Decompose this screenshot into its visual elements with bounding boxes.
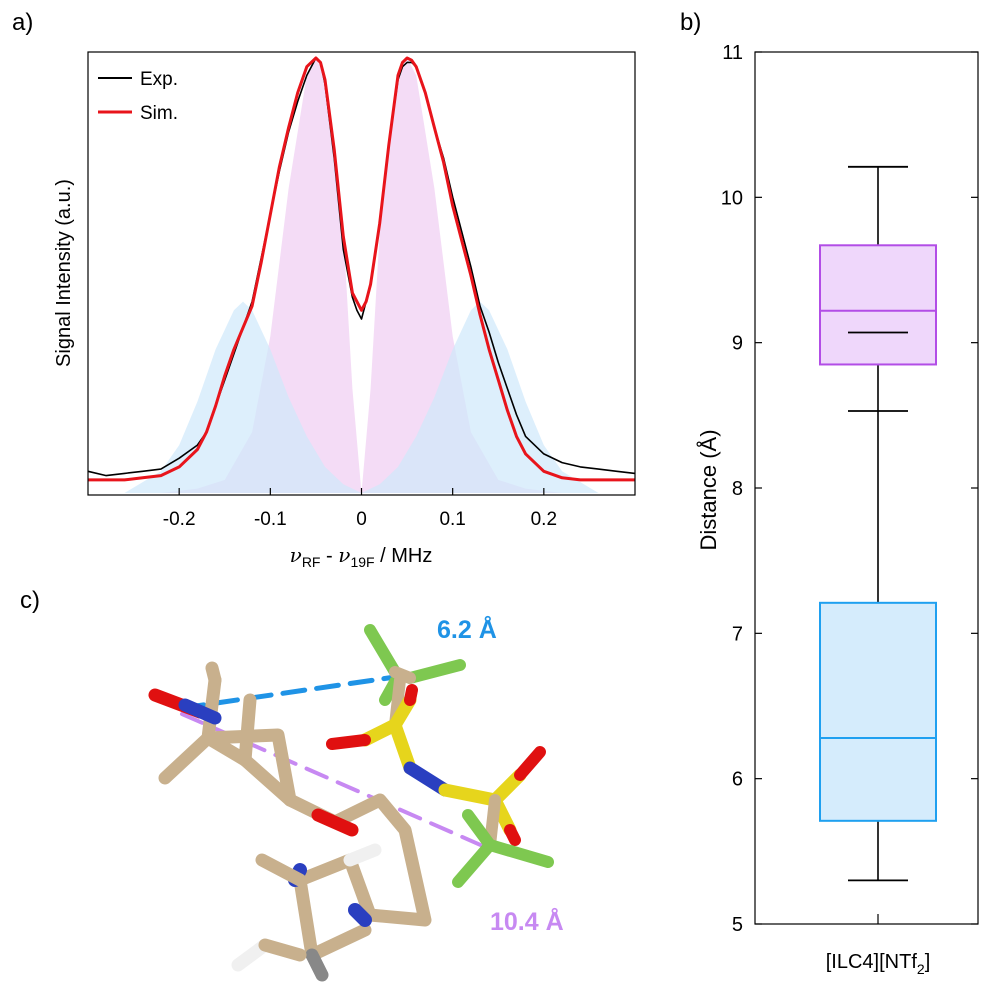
- x-label-nu-2: ν: [338, 543, 350, 567]
- imidazole-h1: [343, 843, 382, 867]
- n-bridge: [403, 761, 452, 797]
- bond-f4: [462, 809, 496, 851]
- box-y-axis-label: Distance (Å): [696, 429, 721, 550]
- y-tick-label: 10: [721, 187, 743, 209]
- y-tick-label: 11: [722, 42, 743, 64]
- category-main: [ILC4][NTf: [826, 951, 918, 973]
- x-tick-label: 0: [356, 509, 367, 530]
- spectrum-x-axis-label: νRF - ν19F / MHz: [290, 543, 433, 570]
- bond-imidazole-methyl: [255, 853, 307, 887]
- box-y-ticks: 5 6 7 8 9 10 11: [721, 42, 978, 936]
- bond-f2: [404, 659, 466, 684]
- category-sub: 2: [917, 961, 925, 977]
- y-tick-label: 6: [732, 769, 743, 791]
- y-tick-label: 9: [732, 333, 743, 355]
- bond-n-o-blue: [178, 698, 222, 725]
- s2-n: [438, 783, 502, 807]
- cation-skeleton: [148, 661, 432, 982]
- box-plot: 5 6 7 8 9 10 11 Distance (Å) [ILC4][NTf2]: [696, 42, 979, 977]
- bond-f1: [364, 624, 401, 678]
- legend-sim-label: Sim.: [140, 103, 178, 124]
- panel-label-a: a): [12, 9, 33, 36]
- x-tick-label: -0.2: [163, 509, 196, 530]
- box-elements: [819, 165, 937, 882]
- spectrum-plot: -0.2 -0.1 0 0.1 0.2 Exp. Sim. Signal Intensi…: [53, 51, 636, 570]
- imidazole-n2: [348, 903, 372, 927]
- box-blue: [819, 601, 937, 822]
- spectrum-fills: [124, 58, 599, 493]
- spectrum-y-axis-label: Signal Intensity (a.u.): [53, 179, 75, 367]
- spectrum-legend: Exp. Sim.: [98, 69, 178, 124]
- spectrum-x-ticks: -0.2 -0.1 0 0.1 0.2: [163, 488, 557, 530]
- x-tick-label: 0.2: [531, 509, 557, 530]
- bond-ring-b: [201, 728, 297, 807]
- legend-exp-label: Exp.: [140, 69, 178, 90]
- x-label-unit: / MHz: [375, 545, 433, 567]
- spectrum-lines: [87, 56, 636, 482]
- distance-label-short: 6.2 Å: [437, 615, 497, 644]
- imidazole-h2: [305, 948, 329, 982]
- o1: [404, 684, 418, 706]
- x-tick-label: -0.1: [254, 509, 287, 530]
- bond-methyl-top: [205, 661, 222, 687]
- bond-ether-oxygen: [311, 808, 359, 837]
- bond-imidazole-c4: [258, 938, 307, 962]
- y-tick-label: 7: [732, 623, 743, 645]
- spectrum-component-blue: [124, 301, 599, 493]
- molecule-illustration: 6.2 Å 10.4 Å: [148, 615, 564, 982]
- y-tick-label: 8: [732, 478, 743, 500]
- panel-label-b: b): [680, 9, 701, 36]
- x-label-sub-rf: RF: [302, 554, 321, 570]
- bond-f5: [484, 839, 554, 868]
- s1-n: [388, 718, 417, 775]
- x-label-sub-19f: 19F: [350, 554, 374, 570]
- x-tick-label: 0.1: [439, 509, 465, 530]
- bond-f6: [452, 839, 496, 888]
- o2: [326, 734, 371, 750]
- bond-f3: [379, 676, 401, 706]
- x-label-minus: -: [320, 545, 338, 567]
- box-purple: [819, 244, 937, 366]
- panel-label-c: c): [20, 587, 40, 614]
- distance-label-long: 10.4 Å: [490, 907, 564, 936]
- anion-skeleton: [326, 624, 554, 888]
- o4: [504, 824, 521, 846]
- x-label-nu-1: ν: [290, 543, 302, 567]
- o3: [514, 746, 546, 781]
- category-end: ]: [925, 951, 931, 973]
- y-tick-label: 5: [732, 914, 743, 936]
- box-category-label: [ILC4][NTf2]: [826, 951, 931, 977]
- sim-series-line: [88, 56, 635, 482]
